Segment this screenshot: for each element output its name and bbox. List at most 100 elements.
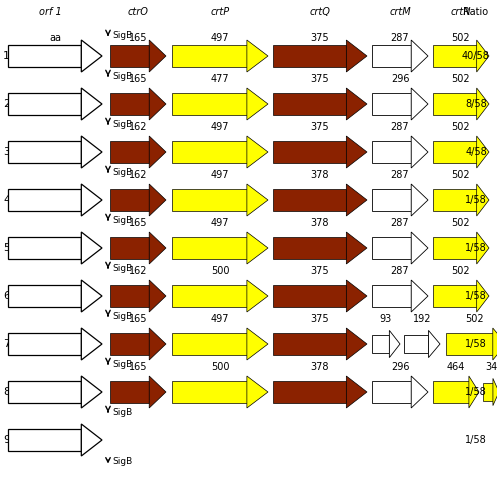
Text: 497: 497 <box>211 33 229 43</box>
Text: 192: 192 <box>413 314 431 324</box>
Polygon shape <box>172 285 247 307</box>
Polygon shape <box>82 40 102 72</box>
Polygon shape <box>149 376 166 408</box>
Text: 1/58: 1/58 <box>465 435 487 445</box>
Polygon shape <box>433 285 477 307</box>
Polygon shape <box>8 381 82 403</box>
Polygon shape <box>469 376 479 408</box>
Text: ctrO: ctrO <box>128 7 149 17</box>
Text: 287: 287 <box>391 218 410 228</box>
Polygon shape <box>8 285 82 307</box>
Polygon shape <box>372 189 411 211</box>
Text: 40/58: 40/58 <box>462 51 490 61</box>
Polygon shape <box>428 330 440 357</box>
Polygon shape <box>8 45 82 67</box>
Text: SigB: SigB <box>112 408 132 416</box>
Polygon shape <box>247 88 268 120</box>
Text: 165: 165 <box>129 314 147 324</box>
Polygon shape <box>149 232 166 264</box>
Polygon shape <box>346 40 367 72</box>
Polygon shape <box>477 184 489 216</box>
Polygon shape <box>433 189 477 211</box>
Text: 2: 2 <box>3 99 10 109</box>
Text: SigB: SigB <box>112 120 132 128</box>
Polygon shape <box>372 45 411 67</box>
Text: 162: 162 <box>129 122 147 132</box>
Polygon shape <box>172 189 247 211</box>
Text: 1/58: 1/58 <box>465 387 487 397</box>
Text: 502: 502 <box>465 314 483 324</box>
Polygon shape <box>149 136 166 168</box>
Polygon shape <box>411 280 428 312</box>
Polygon shape <box>110 189 149 211</box>
Text: 7: 7 <box>3 339 10 349</box>
Polygon shape <box>477 88 489 120</box>
Polygon shape <box>372 93 411 115</box>
Polygon shape <box>247 40 268 72</box>
Polygon shape <box>372 285 411 307</box>
Text: SigB: SigB <box>112 457 132 466</box>
Polygon shape <box>346 184 367 216</box>
Polygon shape <box>411 136 428 168</box>
Text: SigB: SigB <box>112 31 132 40</box>
Polygon shape <box>273 93 346 115</box>
Text: 287: 287 <box>391 33 410 43</box>
Text: SigB: SigB <box>112 360 132 368</box>
Polygon shape <box>433 237 477 259</box>
Text: 165: 165 <box>129 218 147 228</box>
Polygon shape <box>389 330 400 357</box>
Text: 375: 375 <box>311 74 330 84</box>
Polygon shape <box>372 141 411 163</box>
Text: 1/58: 1/58 <box>465 291 487 301</box>
Polygon shape <box>247 376 268 408</box>
Polygon shape <box>149 184 166 216</box>
Text: 8/58: 8/58 <box>465 99 487 109</box>
Polygon shape <box>446 333 493 355</box>
Polygon shape <box>82 424 102 456</box>
Text: 4/58: 4/58 <box>465 147 487 157</box>
Polygon shape <box>477 136 489 168</box>
Text: 500: 500 <box>211 362 229 372</box>
Text: 1/58: 1/58 <box>465 195 487 205</box>
Polygon shape <box>346 232 367 264</box>
Text: 500: 500 <box>211 266 229 276</box>
Polygon shape <box>149 280 166 312</box>
Text: 4: 4 <box>3 195 10 205</box>
Polygon shape <box>433 93 477 115</box>
Text: 502: 502 <box>452 122 470 132</box>
Text: 502: 502 <box>452 33 470 43</box>
Polygon shape <box>247 280 268 312</box>
Text: aa: aa <box>49 33 61 43</box>
Text: 497: 497 <box>211 314 229 324</box>
Polygon shape <box>8 429 82 451</box>
Polygon shape <box>172 93 247 115</box>
Text: 375: 375 <box>311 314 330 324</box>
Polygon shape <box>477 40 489 72</box>
Polygon shape <box>404 335 428 353</box>
Text: 375: 375 <box>311 122 330 132</box>
Text: 6: 6 <box>3 291 10 301</box>
Text: 287: 287 <box>391 170 410 180</box>
Polygon shape <box>247 184 268 216</box>
Polygon shape <box>411 376 428 408</box>
Text: 1/58: 1/58 <box>465 339 487 349</box>
Text: SigB: SigB <box>112 312 132 320</box>
Polygon shape <box>346 376 367 408</box>
Text: SigB: SigB <box>112 168 132 176</box>
Text: 165: 165 <box>129 74 147 84</box>
Polygon shape <box>433 381 469 403</box>
Polygon shape <box>411 88 428 120</box>
Polygon shape <box>493 328 497 360</box>
Polygon shape <box>372 335 389 353</box>
Polygon shape <box>372 237 411 259</box>
Text: 3: 3 <box>3 147 10 157</box>
Polygon shape <box>110 141 149 163</box>
Text: 296: 296 <box>391 362 409 372</box>
Text: 378: 378 <box>311 362 329 372</box>
Text: 162: 162 <box>129 266 147 276</box>
Polygon shape <box>346 328 367 360</box>
Text: 497: 497 <box>211 218 229 228</box>
Polygon shape <box>477 280 489 312</box>
Polygon shape <box>346 280 367 312</box>
Polygon shape <box>411 40 428 72</box>
